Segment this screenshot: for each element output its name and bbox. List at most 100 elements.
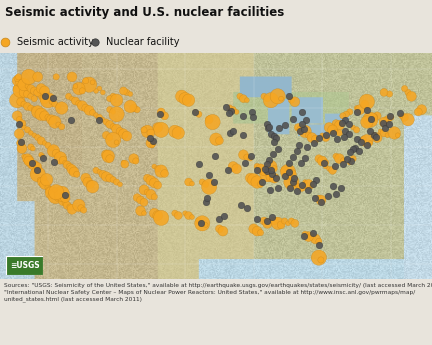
- Point: [363, 99, 370, 105]
- Point: [144, 129, 151, 134]
- Point: [24, 127, 31, 132]
- Point: [51, 101, 58, 107]
- Point: [312, 136, 319, 142]
- Point: [358, 139, 365, 145]
- Point: [44, 143, 51, 148]
- Point: [286, 186, 293, 191]
- Point: [2, 39, 9, 45]
- Point: [267, 168, 274, 173]
- Point: [363, 142, 370, 147]
- Point: [267, 131, 274, 137]
- Point: [51, 159, 57, 165]
- Point: [329, 130, 336, 136]
- Point: [240, 132, 247, 138]
- Point: [147, 178, 154, 183]
- Point: [34, 109, 41, 115]
- Point: [263, 161, 270, 167]
- Point: [151, 180, 158, 186]
- Point: [299, 183, 306, 188]
- Point: [291, 175, 298, 181]
- Point: [271, 175, 278, 181]
- Point: [73, 171, 80, 177]
- Point: [329, 127, 336, 132]
- Point: [367, 129, 374, 134]
- Point: [147, 192, 154, 197]
- Point: [154, 166, 161, 171]
- Point: [38, 93, 44, 99]
- Point: [120, 160, 127, 165]
- Point: [99, 171, 106, 177]
- Point: [130, 105, 137, 111]
- Point: [41, 181, 48, 187]
- Point: [195, 218, 202, 224]
- Point: [257, 181, 264, 187]
- Point: [337, 186, 344, 191]
- Point: [110, 137, 117, 143]
- Point: [254, 164, 260, 169]
- Point: [315, 156, 322, 161]
- Point: [69, 167, 76, 172]
- Point: [52, 193, 59, 199]
- Point: [381, 119, 388, 125]
- Point: [17, 99, 24, 105]
- Point: [265, 126, 272, 131]
- Point: [336, 122, 343, 128]
- Point: [394, 132, 401, 138]
- Text: Seismic activity and U.S. nuclear facilities: Seismic activity and U.S. nuclear facili…: [5, 7, 284, 19]
- Point: [216, 226, 223, 231]
- Text: ≡USGS: ≡USGS: [10, 261, 40, 270]
- Point: [92, 168, 99, 173]
- Point: [302, 117, 309, 122]
- Point: [238, 203, 245, 208]
- Point: [161, 171, 168, 176]
- Point: [117, 129, 124, 134]
- Point: [415, 109, 422, 115]
- Point: [178, 93, 185, 99]
- Point: [39, 179, 46, 185]
- Point: [271, 139, 278, 145]
- Point: [340, 134, 347, 140]
- Point: [89, 184, 96, 189]
- Point: [55, 195, 62, 200]
- Point: [250, 177, 257, 183]
- Point: [243, 205, 250, 210]
- Point: [158, 127, 165, 132]
- Point: [386, 121, 393, 126]
- Point: [117, 181, 124, 187]
- Point: [203, 196, 210, 201]
- Point: [67, 165, 73, 170]
- Point: [140, 199, 147, 205]
- Point: [295, 142, 302, 147]
- Point: [254, 179, 260, 185]
- Point: [281, 218, 288, 224]
- Point: [16, 131, 22, 137]
- Point: [95, 117, 102, 122]
- Point: [272, 136, 279, 141]
- Point: [247, 156, 254, 161]
- Point: [151, 164, 158, 169]
- Point: [324, 193, 331, 199]
- Point: [288, 179, 295, 185]
- Point: [172, 210, 178, 216]
- Point: [34, 167, 41, 172]
- Point: [151, 210, 158, 216]
- Point: [297, 129, 304, 134]
- Point: [346, 149, 353, 155]
- Point: [206, 117, 213, 122]
- Point: [34, 90, 41, 95]
- Point: [391, 130, 398, 136]
- Point: [298, 160, 305, 165]
- Point: [274, 93, 281, 99]
- Point: [276, 125, 283, 130]
- Point: [274, 220, 281, 226]
- Point: [289, 179, 296, 185]
- Text: Sources: "USGS: Seismicity of the United States," available at http://earthquake: Sources: "USGS: Seismicity of the United…: [4, 283, 432, 303]
- Point: [356, 107, 363, 112]
- Point: [127, 104, 134, 109]
- Point: [96, 169, 103, 175]
- Point: [60, 157, 67, 163]
- Point: [301, 233, 308, 239]
- Point: [206, 184, 213, 189]
- Point: [250, 115, 257, 120]
- Point: [17, 80, 24, 85]
